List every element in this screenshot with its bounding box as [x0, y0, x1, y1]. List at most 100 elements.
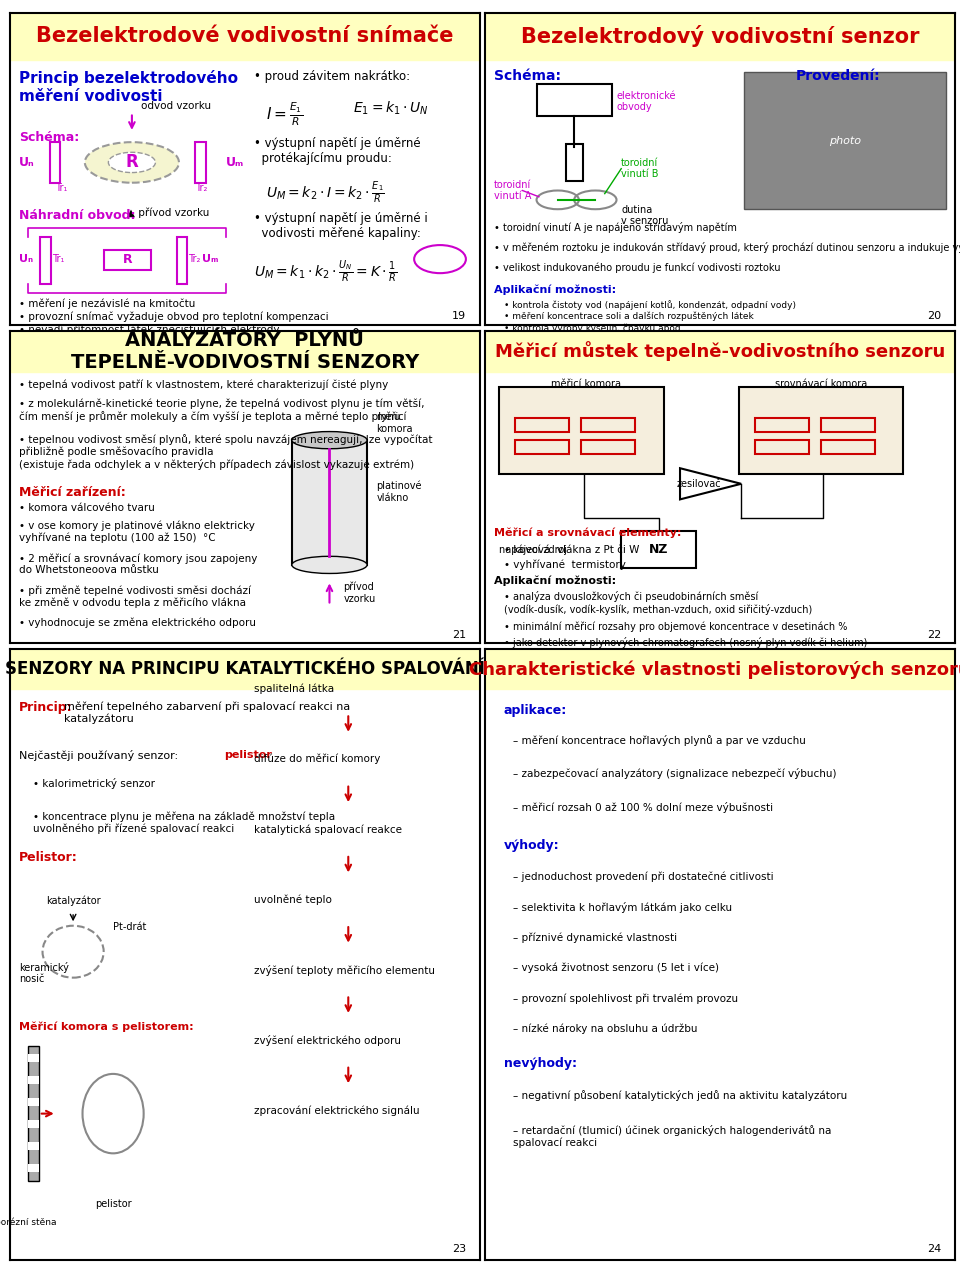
Text: nevýhody:: nevýhody:: [504, 1058, 577, 1071]
Text: 19: 19: [452, 312, 466, 322]
Text: aplikace:: aplikace:: [504, 704, 566, 717]
Bar: [499, 387, 663, 475]
Ellipse shape: [108, 153, 156, 173]
Bar: [756, 419, 809, 433]
Text: R: R: [122, 253, 132, 266]
Ellipse shape: [292, 556, 367, 573]
Text: • proud závitem nakrátko:: • proud závitem nakrátko:: [254, 70, 410, 84]
Text: Měřicí můstek tepelně-vodivostního senzoru: Měřicí můstek tepelně-vodivostního senzo…: [494, 341, 946, 362]
Text: Aplikační možnosti:: Aplikační možnosti:: [494, 284, 616, 294]
Bar: [581, 440, 636, 454]
Bar: [565, 144, 583, 181]
Text: • měření je nezávislé na kmitočtu: • měření je nezávislé na kmitočtu: [19, 298, 196, 308]
Text: Schéma:: Schéma:: [494, 69, 562, 83]
Text: • tepelná vodivost patří k vlastnostem, které charakterizují čisté plyny: • tepelná vodivost patří k vlastnostem, …: [19, 379, 388, 390]
Text: • jako detektor v plynových chromatografech (nosný plyn vodík či helium): • jako detektor v plynových chromatograf…: [504, 636, 867, 648]
Text: • kovová  vlákna z Pt či W: • kovová vlákna z Pt či W: [504, 545, 639, 555]
Text: napájecí zdroj: napájecí zdroj: [499, 544, 567, 555]
Bar: [50, 143, 60, 183]
Text: photo: photo: [828, 136, 861, 145]
Text: 21: 21: [452, 630, 466, 640]
Text: odvod vzorku: odvod vzorku: [141, 102, 211, 111]
Ellipse shape: [292, 432, 367, 448]
Text: $I = \frac{E_1}{R}$: $I = \frac{E_1}{R}$: [266, 101, 303, 127]
Text: Měřicí a srovnávací elementy:: Měřicí a srovnávací elementy:: [494, 527, 682, 538]
Text: Pt-drát: Pt-drát: [113, 922, 147, 932]
Text: Uₙ: Uₙ: [19, 255, 34, 264]
Text: • minimální měřicí rozsahy pro objemové koncentrace v desetinách %: • minimální měřicí rozsahy pro objemové …: [504, 621, 847, 631]
Bar: [196, 143, 205, 183]
Text: 20: 20: [927, 312, 941, 322]
Text: Tr₁: Tr₁: [52, 255, 64, 264]
Text: Uₘ: Uₘ: [203, 255, 219, 264]
Text: Uₘ: Uₘ: [226, 155, 244, 169]
Text: měření tepelného zabarvení při spalovací reakci na
katalyzátoru: měření tepelného zabarvení při spalovací…: [63, 701, 350, 724]
Text: • měření koncentrace soli a dalších rozpuštěných látek: • měření koncentrace soli a dalších rozp…: [504, 312, 754, 321]
Bar: [581, 419, 636, 433]
Text: výhody:: výhody:: [504, 839, 560, 852]
Bar: [537, 84, 612, 116]
Text: • z molekulárně-kinetické teorie plyne, že tepelná vodivost plynu je tím větší,
: • z molekulárně-kinetické teorie plyne, …: [19, 398, 424, 421]
Bar: [292, 440, 367, 565]
Text: Provedení:: Provedení:: [795, 69, 880, 83]
Bar: [104, 250, 151, 270]
Text: keramický
nosič: keramický nosič: [19, 962, 69, 984]
Text: • tepelnou vodivost směsí plynů, které spolu navzájem nereagují, lze vypočítat
p: • tepelnou vodivost směsí plynů, které s…: [19, 434, 433, 470]
Text: Schéma:: Schéma:: [19, 131, 80, 144]
Text: Tr₁: Tr₁: [55, 183, 67, 192]
Text: Nejčastěji používaný senzor:: Nejčastěji používaný senzor:: [19, 750, 181, 761]
Text: elektronické
obvody: elektronické obvody: [616, 90, 676, 112]
Text: přívod
vzorku: přívod vzorku: [344, 582, 375, 603]
Text: • při změně tepelné vodivosti směsi dochází
ke změně v odvodu tepla z měřicího v: • při změně tepelné vodivosti směsi doch…: [19, 586, 251, 608]
Bar: [29, 1099, 38, 1106]
Text: difúze do měřicí komory: difúze do měřicí komory: [254, 754, 380, 765]
Text: katalyzátor: katalyzátor: [46, 895, 101, 906]
Text: SENZORY NA PRINCIPU KATALYTICKÉHO SPALOVÁNÍ: SENZORY NA PRINCIPU KATALYTICKÉHO SPALOV…: [5, 661, 485, 679]
Text: měřicí komora: měřicí komora: [551, 379, 621, 390]
Bar: [10, 13, 480, 60]
Text: ▲ přívod vzorku: ▲ přívod vzorku: [127, 207, 209, 218]
Text: zvýšení elektrického odporu: zvýšení elektrického odporu: [254, 1035, 401, 1046]
Text: 24: 24: [926, 1244, 941, 1254]
Text: • nevadí přítomnost látek znečišťujících elektrody: • nevadí přítomnost látek znečišťujících…: [19, 325, 279, 335]
Text: Tr₂: Tr₂: [196, 183, 207, 192]
Text: Měřicí zařízení:: Měřicí zařízení:: [19, 486, 126, 499]
Text: – retardační (tlumicí) účinek organických halogenderivátů na
spalovací reakci: – retardační (tlumicí) účinek organickýc…: [513, 1124, 831, 1148]
Text: – nízké nároky na obsluhu a údržbu: – nízké nároky na obsluhu a údržbu: [513, 1023, 698, 1034]
Text: 22: 22: [926, 630, 941, 640]
Text: – měření koncentrace hořlavých plynů a par ve vzduchu: – měření koncentrace hořlavých plynů a p…: [513, 735, 805, 746]
Text: • v ose komory je platinové vlákno elektricky
vyhřívané na teplotu (100 až 150) : • v ose komory je platinové vlákno elekt…: [19, 521, 255, 544]
Text: pelistor: pelistor: [224, 750, 272, 760]
Text: Princip:: Princip:: [19, 701, 73, 714]
Text: • v potravinářském průmyslu k řízení rafinačních procesů: • v potravinářském průmyslu k řízení raf…: [504, 335, 764, 345]
Text: srovnávací komora: srovnávací komora: [775, 379, 867, 390]
Bar: [485, 13, 955, 60]
Bar: [516, 440, 569, 454]
Text: Aplikační možnosti:: Aplikační možnosti:: [494, 575, 616, 587]
Text: • 2 měřicí a srovnávací komory jsou zapojeny
do Whetstoneoova můstku: • 2 měřicí a srovnávací komory jsou zapo…: [19, 552, 257, 575]
Text: • toroidní vinutí A je napájeno střídavým napětím: • toroidní vinutí A je napájeno střídavý…: [494, 222, 737, 233]
Bar: [10, 331, 480, 372]
Text: – vysoká životnost senzoru (5 let i více): – vysoká životnost senzoru (5 let i více…: [513, 962, 719, 973]
Ellipse shape: [84, 143, 179, 183]
Text: zpracování elektrického signálu: zpracování elektrického signálu: [254, 1105, 420, 1116]
Text: Náhradní obvod:: Náhradní obvod:: [19, 209, 135, 223]
Bar: [821, 419, 876, 433]
Text: • kontrola výroby kyselin, čpavku apod.: • kontrola výroby kyselin, čpavku apod.: [504, 323, 684, 332]
Text: pelistor: pelistor: [95, 1199, 132, 1209]
Bar: [29, 1142, 38, 1150]
Bar: [29, 1165, 38, 1171]
Text: • koncentrace plynu je měřena na základě množství tepla
uvolněného při řízené sp: • koncentrace plynu je měřena na základě…: [33, 811, 335, 834]
Text: spalitelná látka: spalitelná látka: [254, 684, 334, 694]
Text: – příznivé dynamické vlastnosti: – příznivé dynamické vlastnosti: [513, 932, 677, 942]
Text: – provozní spolehlivost při trvalém provozu: – provozní spolehlivost při trvalém prov…: [513, 993, 738, 1003]
Bar: [29, 1120, 38, 1128]
Text: – měřicí rozsah 0 až 100 % dolní meze výbušnosti: – měřicí rozsah 0 až 100 % dolní meze vý…: [513, 802, 773, 813]
Text: • provozní snímač vyžaduje obvod pro teplotní kompenzaci: • provozní snímač vyžaduje obvod pro tep…: [19, 311, 328, 322]
Text: porézní stěna: porézní stěna: [0, 1217, 57, 1227]
Text: Princip bezelektrodového
měření vodivosti: Princip bezelektrodového měření vodivost…: [19, 70, 238, 104]
Text: toroidní
vinutí A: toroidní vinutí A: [494, 179, 532, 201]
Bar: [29, 1077, 38, 1083]
Text: – selektivita k hořlavým látkám jako celku: – selektivita k hořlavým látkám jako cel…: [513, 901, 732, 913]
Text: – jednoduchost provedení při dostatečné citlivosti: – jednoduchost provedení při dostatečné …: [513, 871, 774, 881]
